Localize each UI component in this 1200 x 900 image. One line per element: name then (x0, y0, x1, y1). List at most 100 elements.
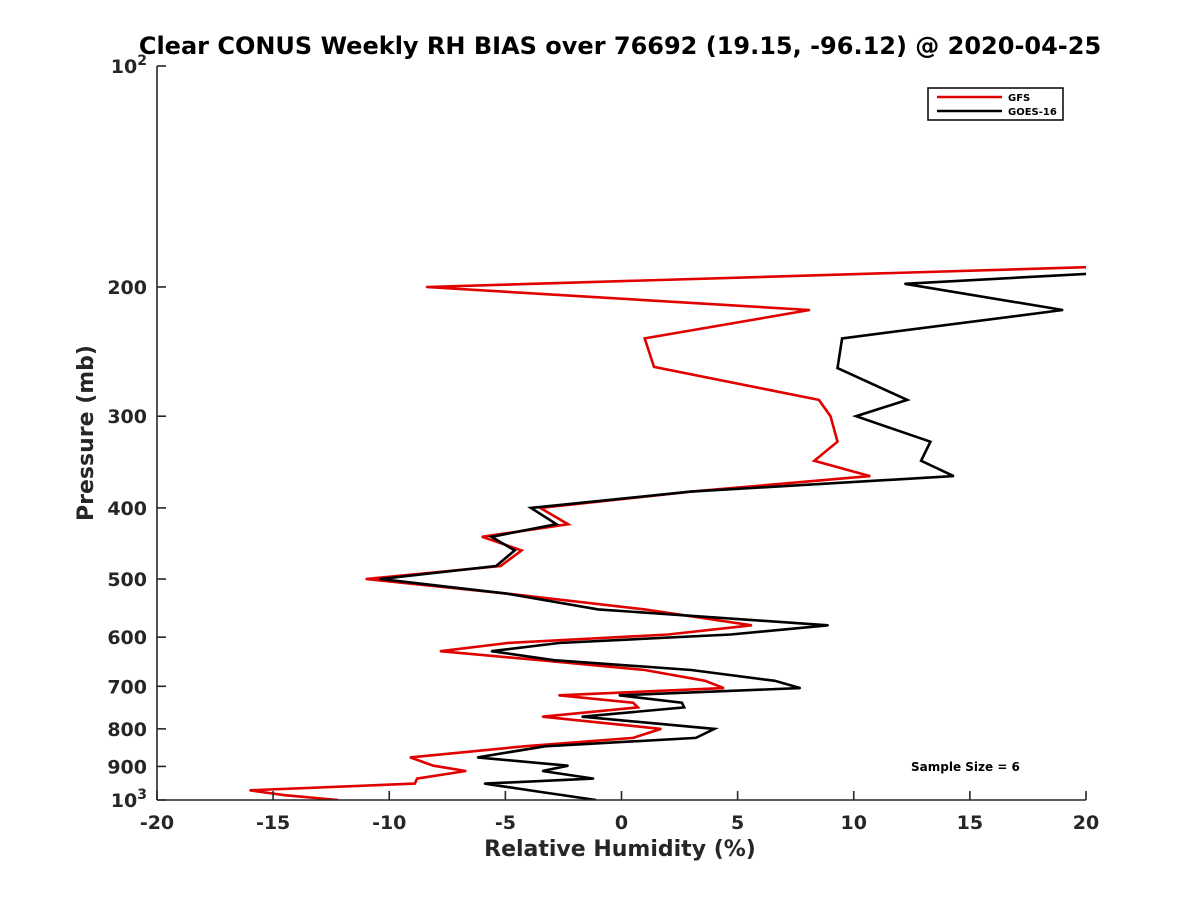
data-point-goes16-37 (592, 777, 595, 780)
y-tick-label: 500 (107, 569, 147, 591)
data-point-gfs-40 (283, 794, 286, 796)
data-point-goes16-29 (683, 706, 685, 709)
data-point-goes16-10 (690, 490, 692, 493)
series-layer (249, 265, 1086, 800)
data-point-gfs-35 (432, 764, 435, 767)
legend: GFS GOES-16 (927, 87, 1064, 121)
legend-label-gfs: GFS (1008, 93, 1030, 104)
data-point-goes16-4 (836, 367, 839, 369)
data-point-gfs-3 (643, 337, 646, 340)
data-point-goes16-15 (495, 565, 497, 567)
sample-size-annotation: Sample Size = 6 (911, 760, 1020, 774)
x-tick-label: -5 (495, 812, 516, 834)
data-point-gfs-6 (829, 415, 832, 418)
data-point-gfs-15 (499, 565, 502, 567)
y-tick-label: 103 (111, 787, 147, 812)
y-axis-label: Pressure (mb) (74, 345, 99, 521)
x-tick-label: 0 (615, 812, 628, 834)
data-point-gfs-0 (1085, 266, 1086, 268)
data-point-gfs-30 (541, 715, 544, 718)
y-tick-label: 102 (111, 53, 147, 78)
data-point-gfs-7 (836, 440, 839, 443)
x-axis-label: Relative Humidity (%) (484, 837, 756, 862)
legend-label-goes16: GOES-16 (1008, 107, 1057, 118)
data-point-gfs-22 (439, 650, 442, 652)
x-tick-label: 5 (731, 812, 744, 834)
data-point-goes16-13 (490, 536, 493, 538)
data-point-goes16-14 (513, 549, 516, 552)
data-point-goes16-27 (618, 694, 620, 697)
data-point-gfs-13 (481, 536, 483, 538)
data-point-goes16-24 (690, 669, 692, 671)
x-tick-label: -15 (256, 812, 290, 834)
data-point-gfs-25 (704, 680, 706, 682)
data-point-goes16-36 (541, 770, 544, 772)
data-point-gfs-34 (409, 756, 412, 759)
data-point-goes16-20 (729, 633, 732, 636)
data-point-goes16-12 (555, 523, 558, 525)
data-point-gfs-1 (425, 286, 428, 288)
x-tick-label: 20 (1073, 812, 1099, 834)
data-point-goes16-11 (530, 507, 532, 509)
data-point-gfs-23 (539, 659, 541, 661)
data-point-gfs-31 (660, 728, 662, 730)
data-point-gfs-26 (722, 687, 725, 689)
data-point-goes16-21 (558, 642, 560, 644)
y-tick-label: 600 (107, 627, 147, 649)
data-point-gfs-32 (632, 737, 634, 739)
data-point-gfs-20 (667, 633, 669, 636)
data-point-goes16-22 (490, 650, 493, 652)
data-point-gfs-39 (249, 789, 251, 792)
x-tick-label: 10 (841, 812, 867, 834)
series-line-gfs (249, 265, 1086, 800)
data-point-goes16-35 (567, 764, 569, 767)
y-tick-label: 800 (107, 719, 147, 741)
data-point-gfs-33 (523, 745, 525, 748)
data-point-gfs-12 (567, 523, 569, 525)
data-point-gfs-24 (643, 669, 646, 671)
data-point-gfs-4 (653, 366, 655, 368)
legend-box (927, 87, 1064, 121)
chart-title: Clear CONUS Weekly RH BIAS over 76692 (1… (139, 32, 1101, 60)
data-point-goes16-19 (827, 624, 829, 627)
data-point-goes16-8 (920, 460, 922, 462)
x-tick-label: -20 (140, 812, 174, 834)
data-point-gfs-14 (520, 549, 523, 552)
data-point-goes16-23 (553, 659, 555, 661)
x-tick-label: 15 (957, 812, 983, 834)
data-point-gfs-36 (465, 770, 467, 772)
data-point-gfs-9 (869, 475, 871, 477)
data-point-gfs-28 (632, 701, 634, 704)
data-point-goes16-34 (476, 756, 479, 759)
data-point-goes16-39 (539, 791, 541, 793)
data-point-goes16-30 (581, 715, 583, 718)
data-point-gfs-37 (416, 777, 418, 780)
y-tick-label: 400 (107, 498, 147, 520)
data-point-goes16-38 (483, 782, 486, 785)
data-point-gfs-18 (643, 608, 646, 611)
y-tick-label: 900 (107, 756, 147, 778)
data-point-goes16-18 (597, 608, 600, 611)
data-point-gfs-27 (558, 694, 560, 697)
data-point-goes16-2 (1062, 309, 1064, 311)
data-point-goes16-3 (841, 337, 843, 340)
data-point-goes16-26 (799, 687, 802, 689)
y-tick-label: 300 (107, 406, 147, 428)
data-point-goes16-16 (379, 578, 381, 580)
y-tick-label: 200 (107, 277, 147, 299)
axes-layer: -20 -15 -10 -5 0 5 10 15 20 102 200 300 400 500 600 700… (107, 53, 1099, 834)
data-point-gfs-21 (506, 642, 509, 644)
data-point-gfs-8 (813, 460, 816, 462)
data-point-goes16-31 (713, 728, 716, 730)
data-point-goes16-25 (774, 680, 776, 682)
x-tick-label: -10 (372, 812, 406, 834)
data-point-gfs-16 (365, 578, 367, 580)
data-point-goes16-6 (855, 415, 857, 418)
data-point-gfs-2 (808, 309, 811, 311)
plot-area: -20 -15 -10 -5 0 5 10 15 20 102 200 300 400 500 600 700… (107, 53, 1099, 834)
data-point-goes16-5 (906, 399, 908, 401)
data-point-goes16-9 (952, 475, 955, 477)
data-point-goes16-32 (695, 737, 697, 739)
